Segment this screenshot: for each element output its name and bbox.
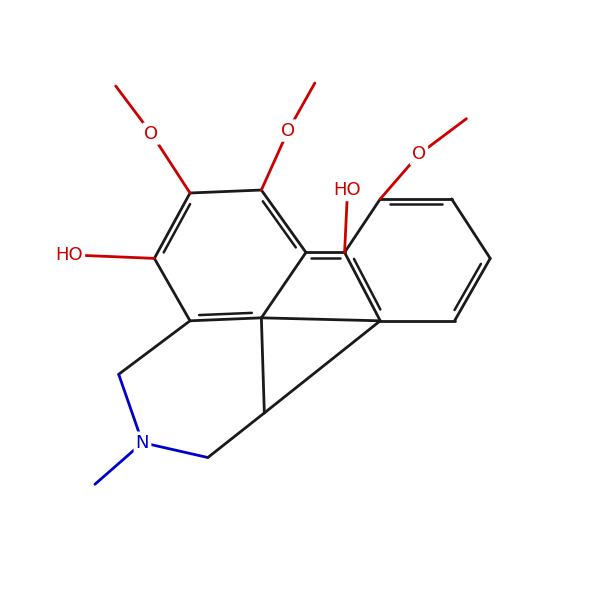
Text: O: O — [145, 125, 158, 143]
Text: HO: HO — [334, 181, 361, 199]
Text: O: O — [412, 145, 426, 163]
Text: O: O — [281, 122, 295, 140]
Text: HO: HO — [55, 247, 83, 265]
Text: N: N — [136, 434, 149, 452]
